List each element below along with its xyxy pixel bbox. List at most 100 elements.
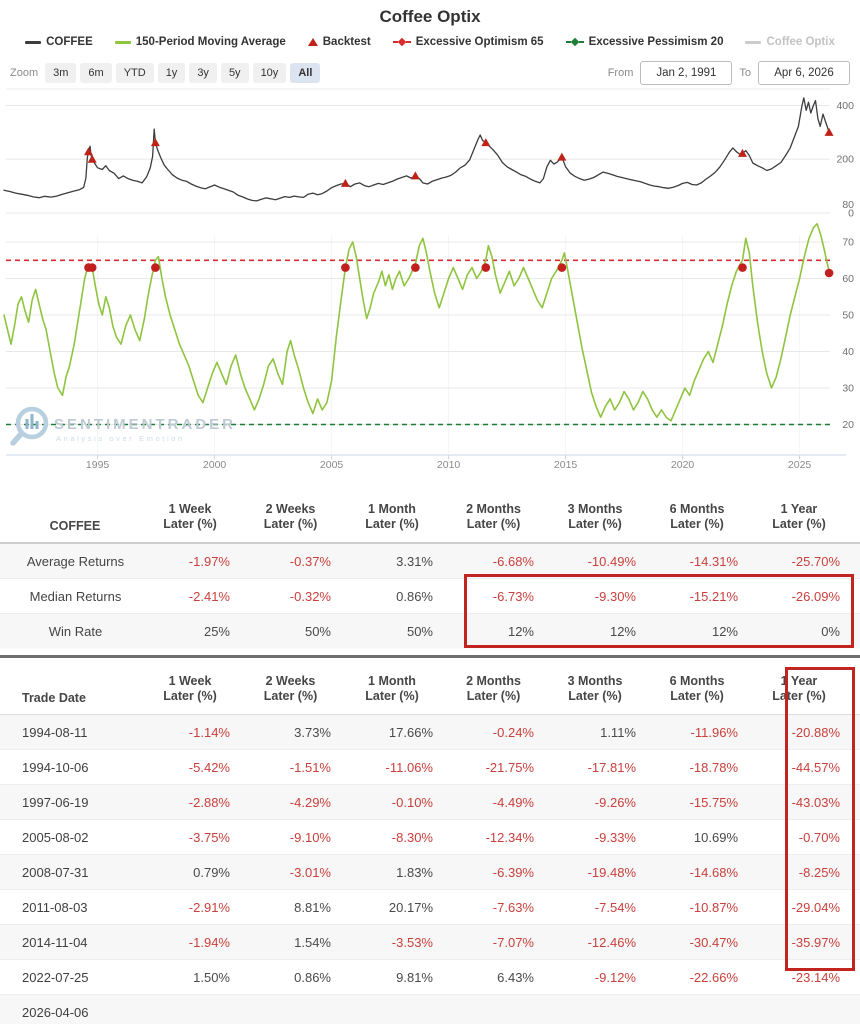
optix-axis-label: 20 bbox=[842, 419, 854, 431]
legend-item-excessive-optimism-65[interactable]: Excessive Optimism 65 bbox=[392, 36, 544, 48]
to-date-input[interactable] bbox=[758, 61, 850, 85]
value-cell: 3.31% bbox=[351, 542, 453, 579]
value-cell: 9.81% bbox=[351, 959, 453, 995]
table-row: 1997-06-19 -2.88% -4.29% -0.10% -4.49% -9.26%… bbox=[0, 784, 860, 820]
value-cell bbox=[250, 994, 351, 1024]
watermark-tagline: Analysis over Emotion bbox=[56, 434, 185, 443]
value-cell: -7.63% bbox=[453, 889, 554, 925]
value-cell: -22.66% bbox=[656, 959, 758, 995]
column-header: 2 Weeks Later (%) bbox=[250, 490, 351, 544]
value-cell: -15.21% bbox=[656, 578, 758, 614]
signal-dot bbox=[557, 263, 567, 272]
value-cell: -9.30% bbox=[554, 578, 656, 614]
table-row: 1994-08-11 -1.14% 3.73% 17.66% -0.24% 1.11% -1… bbox=[0, 714, 860, 750]
row-label: 2026-04-06 bbox=[0, 994, 150, 1024]
value-cell: 50% bbox=[250, 613, 351, 648]
value-cell: -0.24% bbox=[453, 714, 554, 750]
trades-table: Trade Date 1 Week Later (%) 2 Weeks Later … bbox=[0, 658, 860, 1024]
legend-item-coffee[interactable]: COFFEE bbox=[25, 36, 93, 48]
column-header: 2 Months Later (%) bbox=[453, 490, 554, 544]
value-cell: -3.75% bbox=[150, 819, 250, 855]
value-cell: 0.86% bbox=[250, 959, 351, 995]
value-cell: -17.81% bbox=[554, 749, 656, 785]
row-label: 2014-11-04 bbox=[0, 924, 150, 960]
x-axis-label: 2015 bbox=[554, 459, 578, 470]
legend-item-coffee-optix[interactable]: Coffee Optix bbox=[745, 36, 835, 48]
value-cell: 0.86% bbox=[351, 578, 453, 614]
chart-canvas[interactable]: 400 200 800 70 60 50 40 30 20 SENTIMENTRADERAnaly… bbox=[0, 85, 860, 470]
table-row: 2022-07-25 1.50% 0.86% 9.81% 6.43% -9.12% -22.… bbox=[0, 959, 860, 995]
zoom-button-ytd[interactable]: YTD bbox=[115, 63, 154, 83]
zoom-button-all[interactable]: All bbox=[290, 63, 321, 83]
x-axis-label: 2000 bbox=[203, 459, 227, 470]
value-cell: -9.12% bbox=[554, 959, 656, 995]
legend-item-excessive-pessimism-20[interactable]: Excessive Pessimism 20 bbox=[565, 36, 723, 48]
zoom-button-1y[interactable]: 1y bbox=[157, 63, 186, 83]
value-cell: 3.73% bbox=[250, 714, 351, 750]
value-cell: 25% bbox=[150, 613, 250, 648]
price-axis-label: 400 bbox=[836, 100, 854, 112]
zoom-button-6m[interactable]: 6m bbox=[80, 63, 112, 83]
price-axis-label: 0 bbox=[848, 208, 854, 220]
zoom-button-3m[interactable]: 3m bbox=[45, 63, 77, 83]
value-cell: 12% bbox=[656, 613, 758, 648]
value-cell bbox=[351, 994, 453, 1024]
value-cell: 0% bbox=[758, 613, 860, 648]
zoom-button-3y[interactable]: 3y bbox=[189, 63, 217, 83]
value-cell: -4.29% bbox=[250, 784, 351, 820]
signal-dot bbox=[481, 263, 491, 272]
optix-axis-label: 50 bbox=[842, 310, 854, 322]
value-cell: -43.03% bbox=[758, 784, 860, 820]
value-cell: -35.97% bbox=[758, 924, 860, 960]
signal-dot bbox=[341, 263, 350, 272]
legend-item-label: 150-Period Moving Average bbox=[135, 36, 286, 48]
backtest-marker bbox=[481, 138, 491, 147]
from-date-input[interactable] bbox=[640, 61, 733, 85]
value-cell: -12.46% bbox=[554, 924, 656, 960]
line-marker-icon bbox=[25, 40, 42, 44]
column-header: 2 Months Later (%) bbox=[453, 658, 554, 715]
signal-dot bbox=[411, 263, 420, 272]
backtest-marker bbox=[557, 152, 567, 161]
dash-diamond-marker-icon bbox=[392, 37, 411, 47]
to-label: To bbox=[739, 67, 751, 79]
column-header: 1 Year Later (%) bbox=[758, 490, 860, 544]
value-cell: -29.04% bbox=[758, 889, 860, 925]
table-row: 2008-07-31 0.79% -3.01% 1.83% -6.39% -19.48% -… bbox=[0, 854, 860, 890]
value-cell: -44.57% bbox=[758, 749, 860, 785]
signal-dot bbox=[738, 263, 747, 272]
column-header: COFFEE bbox=[0, 490, 150, 544]
table-row: Average Returns -1.97% -0.37% 3.31% -6.68% -1… bbox=[0, 542, 860, 579]
value-cell: 1.50% bbox=[150, 959, 250, 995]
table-separator bbox=[0, 655, 860, 658]
zoom-button-5y[interactable]: 5y bbox=[220, 63, 249, 83]
value-cell: -20.88% bbox=[758, 714, 860, 750]
value-cell bbox=[554, 994, 656, 1024]
table-row: 1994-10-06 -5.42% -1.51% -11.06% -21.75% -17.… bbox=[0, 749, 860, 785]
value-cell: 10.69% bbox=[656, 819, 758, 855]
optix-axis-label: 40 bbox=[842, 346, 854, 358]
value-cell: -3.53% bbox=[351, 924, 453, 960]
table-row: Win Rate 25% 50% 50% 12% 12% 12% 0% bbox=[0, 613, 860, 648]
optix-axis-label: 30 bbox=[842, 383, 854, 395]
x-axis-label: 2005 bbox=[320, 459, 344, 470]
zoom-button-10y[interactable]: 10y bbox=[252, 63, 287, 83]
value-cell: 20.17% bbox=[351, 889, 453, 925]
value-cell: -8.30% bbox=[351, 819, 453, 855]
page-title: Coffee Optix bbox=[379, 7, 481, 26]
legend-item-backtest[interactable]: Backtest bbox=[307, 36, 371, 48]
value-cell: -7.54% bbox=[554, 889, 656, 925]
x-axis-label: 2020 bbox=[671, 459, 695, 470]
value-cell: -1.51% bbox=[250, 749, 351, 785]
value-cell: -2.41% bbox=[150, 578, 250, 614]
value-cell: 50% bbox=[351, 613, 453, 648]
legend-item-label: Excessive Optimism 65 bbox=[415, 36, 544, 48]
legend-item-label: Backtest bbox=[322, 36, 371, 48]
column-header: 6 Months Later (%) bbox=[656, 658, 758, 715]
legend-item-150-period-moving-average[interactable]: 150-Period Moving Average bbox=[114, 36, 286, 48]
value-cell: 17.66% bbox=[351, 714, 453, 750]
signal-dot bbox=[151, 263, 160, 272]
